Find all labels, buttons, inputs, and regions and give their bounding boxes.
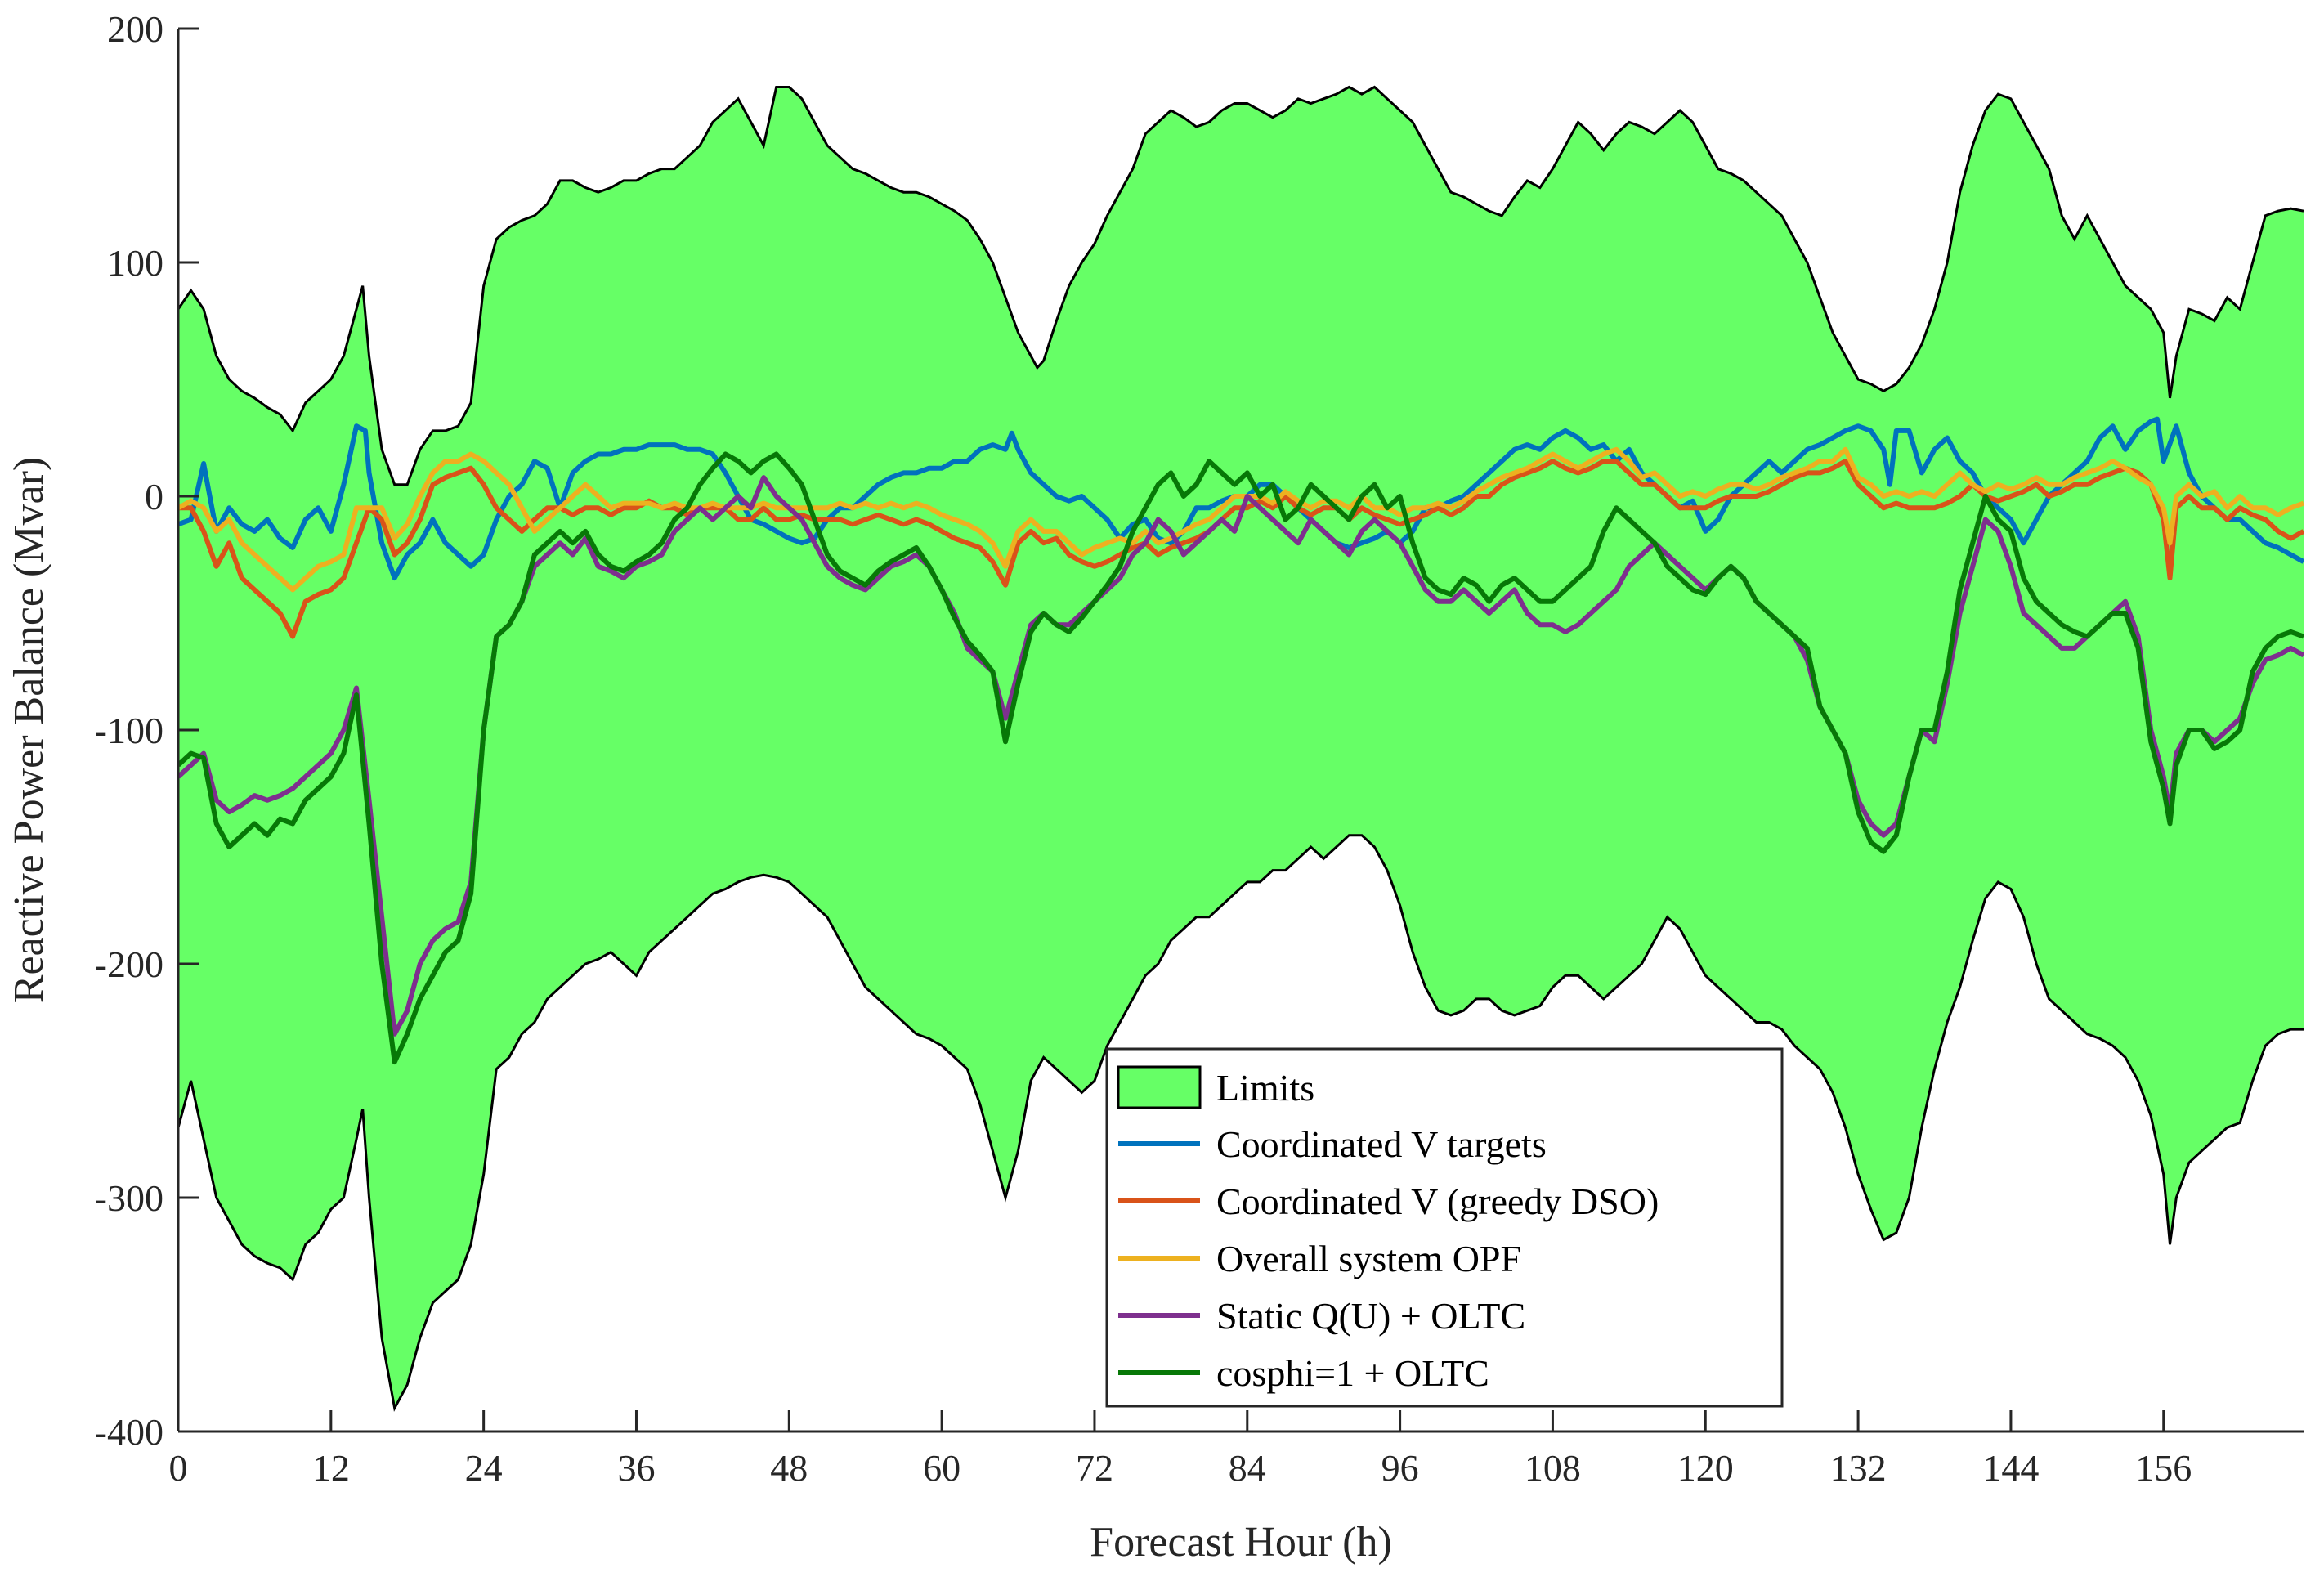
x-tick-label: 48 bbox=[770, 1447, 808, 1489]
x-tick-label: 96 bbox=[1381, 1447, 1419, 1489]
x-tick-label: 12 bbox=[312, 1447, 350, 1489]
y-tick-label: -100 bbox=[95, 710, 163, 751]
x-axis: 0 12 24 36 48 60 72 84 96 108 120 132 144 156 Forecas… bbox=[169, 1410, 2304, 1566]
x-tick-label: 0 bbox=[169, 1447, 188, 1489]
legend-series: Coordinated V targets Coordinated V (gree… bbox=[1118, 1123, 1659, 1394]
legend: Limits Coordinated V targetsCoordinated … bbox=[1105, 1047, 1784, 1408]
y-tick-label: -300 bbox=[95, 1177, 163, 1219]
series-line-coordinated-v-greedy-dso bbox=[178, 459, 2304, 639]
x-tick-label: 24 bbox=[465, 1447, 503, 1489]
y-tick-label: 0 bbox=[145, 476, 163, 517]
y-axis-title: Reactive Power Balance (Mvar) bbox=[6, 457, 52, 1003]
x-tick-label: 108 bbox=[1525, 1447, 1581, 1489]
x-tick-label: 132 bbox=[1830, 1447, 1887, 1489]
series-line-static-q-u-oltc bbox=[178, 475, 2304, 1037]
series-line-cosphi-1-oltc bbox=[178, 451, 2304, 1065]
y-axis: -400 -300 -200 -100 0 100 200 Reactive Power B… bbox=[6, 8, 199, 1453]
x-tick-label: 144 bbox=[1982, 1447, 2039, 1489]
x-tick-label: 84 bbox=[1229, 1447, 1266, 1489]
y-tick-label: -400 bbox=[95, 1411, 163, 1453]
x-tick-label: 60 bbox=[923, 1447, 960, 1489]
y-tick-label: -200 bbox=[95, 943, 163, 985]
limits-upper-edge bbox=[178, 85, 2304, 486]
x-tick-label: 36 bbox=[617, 1447, 655, 1489]
y-tick-label: 200 bbox=[107, 8, 163, 50]
plot-area bbox=[178, 85, 2304, 1412]
limits-lower-edge bbox=[178, 834, 2304, 1412]
legend-label-coordinated-v-targets: Coordinated V targets bbox=[1216, 1123, 1547, 1165]
x-tick-label: 72 bbox=[1076, 1447, 1113, 1489]
series-lines bbox=[178, 416, 2304, 1065]
legend-label-limits: Limits bbox=[1216, 1067, 1314, 1109]
legend-label-cosphi-1-oltc: cosphi=1 + OLTC bbox=[1216, 1352, 1489, 1394]
limits-band bbox=[178, 87, 2304, 1409]
y-tick-label: 100 bbox=[107, 242, 163, 284]
legend-label-static-q-u-oltc: Static Q(U) + OLTC bbox=[1216, 1295, 1525, 1337]
x-axis-title: Forecast Hour (h) bbox=[1090, 1519, 1392, 1566]
legend-box bbox=[1105, 1047, 1784, 1408]
x-tick-label: 156 bbox=[2135, 1447, 2192, 1489]
x-ticks: 0 12 24 36 48 60 72 84 96 108 120 132 144 156 bbox=[169, 1410, 2192, 1489]
legend-label-coordinated-v-greedy-dso: Coordinated V (greedy DSO) bbox=[1216, 1181, 1659, 1222]
legend-label-overall-system-opf: Overall system OPF bbox=[1216, 1238, 1521, 1279]
legend-swatch-limits bbox=[1117, 1065, 1202, 1109]
x-tick-label: 120 bbox=[1677, 1447, 1734, 1489]
y-ticks: -400 -300 -200 -100 0 100 200 bbox=[95, 8, 199, 1453]
